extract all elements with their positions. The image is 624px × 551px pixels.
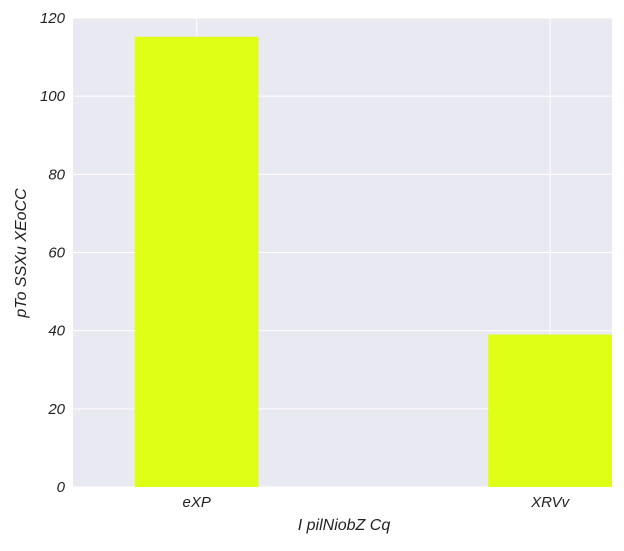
x-tick-label: eXP [183, 494, 211, 511]
x-axis-label: I pilNiobZ Cq [298, 517, 391, 534]
y-tick-label: 40 [48, 323, 65, 340]
y-tick-label: 0 [57, 479, 66, 496]
y-tick-label: 60 [48, 245, 65, 262]
y-tick-labels: 0 20 40 60 80 100 120 [40, 10, 66, 496]
x-tick-label: XRVv [530, 494, 571, 511]
y-axis-label: pTo SSXu XEoCC [13, 188, 30, 319]
bar-exp [134, 36, 259, 487]
y-tick-label: 120 [40, 10, 66, 27]
bar-xrvv [488, 334, 612, 487]
bars [134, 36, 612, 487]
y-tick-label: 20 [47, 401, 65, 418]
y-tick-label: 100 [40, 88, 66, 105]
y-tick-label: 80 [48, 166, 65, 183]
x-tick-labels: eXP XRVv [183, 494, 571, 511]
